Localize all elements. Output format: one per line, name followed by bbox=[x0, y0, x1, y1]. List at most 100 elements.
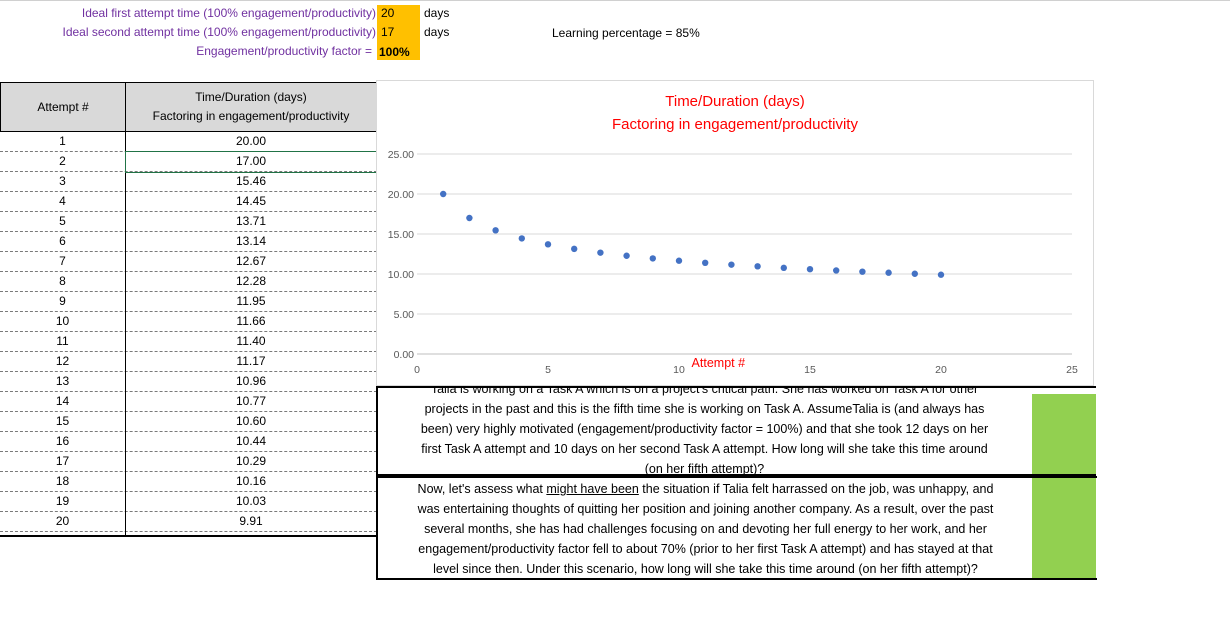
duration-cell[interactable]: 11.40 bbox=[236, 334, 266, 348]
duration-cell[interactable]: 11.17 bbox=[236, 354, 266, 368]
duration-cell[interactable]: 11.95 bbox=[236, 294, 266, 308]
selected-cell[interactable] bbox=[125, 151, 377, 173]
data-point bbox=[728, 261, 735, 268]
table-row: 8 12.28 bbox=[0, 272, 377, 292]
q1-line4: first Task A attempt and 10 days on her … bbox=[421, 442, 988, 456]
attempt-cell[interactable]: 15 bbox=[55, 414, 70, 428]
attempt-cell[interactable]: 3 bbox=[59, 174, 66, 188]
table-row: 2 17.00 bbox=[0, 152, 377, 172]
input-cells-highlight bbox=[377, 5, 420, 60]
duration-cell[interactable]: 10.16 bbox=[235, 474, 267, 488]
table-row: 12 11.17 bbox=[0, 352, 377, 372]
attempt-cell[interactable]: 12 bbox=[55, 354, 70, 368]
second-attempt-value[interactable]: 17 bbox=[381, 25, 395, 39]
attempt-cell[interactable]: 2 bbox=[59, 154, 66, 168]
params-block: Ideal first attempt time (100% engagemen… bbox=[0, 5, 376, 61]
attempt-cell[interactable]: 19 bbox=[55, 494, 70, 508]
q2-line2: was entertaining thoughts of quitting he… bbox=[417, 502, 994, 516]
data-point bbox=[885, 269, 892, 276]
data-point bbox=[571, 245, 578, 253]
factor-label: Engagement/productivity factor = bbox=[196, 44, 372, 58]
attempt-cell[interactable]: 7 bbox=[59, 254, 66, 268]
attempt-cell[interactable]: 4 bbox=[59, 194, 66, 208]
data-point bbox=[440, 190, 447, 198]
q1-line5: (on her fifth attempt)? bbox=[644, 462, 765, 476]
table-row: 4 14.45 bbox=[0, 192, 377, 212]
attempt-cell[interactable]: 1 bbox=[59, 134, 66, 148]
duration-cell[interactable]: 10.03 bbox=[235, 494, 267, 508]
attempt-cell[interactable]: 11 bbox=[56, 334, 69, 348]
attempt-cell[interactable]: 5 bbox=[59, 214, 66, 228]
second-attempt-label: Ideal second attempt time (100% engageme… bbox=[62, 25, 376, 39]
duration-cell[interactable]: 12.28 bbox=[235, 274, 267, 288]
duration-cell[interactable]: 11.66 bbox=[236, 314, 266, 328]
duration-cell[interactable]: 10.96 bbox=[235, 374, 267, 388]
header-duration-line1: Time/Duration (days) bbox=[195, 90, 307, 104]
x-tick-label: 0 bbox=[414, 364, 420, 376]
duration-cell[interactable]: 20.00 bbox=[235, 134, 267, 148]
q1-line1: Talia is working on a Task A which is on… bbox=[430, 386, 979, 396]
table-row: 18 10.16 bbox=[0, 472, 377, 492]
second-attempt-unit: days bbox=[424, 25, 450, 39]
q2-line5: level since then. Under this scenario, h… bbox=[433, 562, 978, 576]
attempt-cell[interactable]: 13 bbox=[55, 374, 70, 388]
first-attempt-label: Ideal first attempt time (100% engagemen… bbox=[81, 6, 376, 20]
data-point bbox=[754, 263, 761, 270]
q2-line4: engagement/productivity factor fell to a… bbox=[418, 542, 993, 556]
y-tick-label: 15.00 bbox=[388, 229, 414, 241]
q1-line2: projects in the past and this is the fif… bbox=[424, 402, 985, 416]
factor-value[interactable]: 100% bbox=[379, 45, 410, 59]
y-tick-label: 25.00 bbox=[388, 149, 414, 161]
duration-cell[interactable]: 10.29 bbox=[235, 454, 267, 468]
table-row: 10 11.66 bbox=[0, 312, 377, 332]
duration-cell[interactable]: 10.60 bbox=[235, 414, 267, 428]
q2-line3: several months, she has had challenges f… bbox=[424, 522, 987, 536]
table-row: 14 10.77 bbox=[0, 392, 377, 412]
table-col-divider bbox=[125, 132, 126, 536]
question-1-text: Talia is working on a Task A which is on… bbox=[377, 386, 1032, 476]
first-attempt-unit: days bbox=[424, 6, 450, 20]
attempt-cell[interactable]: 9 bbox=[59, 294, 66, 308]
attempt-cell[interactable]: 17 bbox=[55, 454, 70, 468]
data-point bbox=[597, 249, 604, 256]
chart-area[interactable]: Time/Duration (days) Factoring in engage… bbox=[376, 80, 1094, 386]
duration-cell[interactable]: 12.67 bbox=[235, 254, 267, 268]
x-tick-label: 20 bbox=[935, 364, 947, 376]
attempt-cell[interactable]: 14 bbox=[55, 394, 70, 408]
duration-cell[interactable]: 13.71 bbox=[235, 214, 267, 228]
table-row: 9 11.95 bbox=[0, 292, 377, 312]
attempt-cell[interactable]: 20 bbox=[55, 514, 70, 528]
question-2-text: Now, let's assess what might have been t… bbox=[378, 479, 1033, 578]
answer-cell-2[interactable] bbox=[1032, 478, 1096, 578]
duration-cell[interactable]: 15.46 bbox=[235, 174, 267, 188]
duration-cell[interactable]: 17.00 bbox=[235, 154, 267, 168]
q2-line1-underlined: might have been bbox=[546, 482, 639, 496]
attempt-cell[interactable]: 8 bbox=[59, 274, 66, 288]
table-row: 20 9.91 bbox=[0, 512, 377, 532]
duration-cell[interactable]: 13.14 bbox=[235, 234, 267, 248]
answer-cell-1[interactable] bbox=[1032, 394, 1096, 474]
scatter-plot: 0.00 5.00 10.00 15.00 20.00 25.00 0 5 10 15 20 25 At… bbox=[388, 149, 1078, 376]
x-tick-label: 25 bbox=[1066, 364, 1078, 376]
header-duration-line2: Factoring in engagement/productivity bbox=[152, 109, 350, 123]
attempt-cell[interactable]: 6 bbox=[59, 234, 66, 248]
duration-cell[interactable]: 10.77 bbox=[235, 394, 267, 408]
attempt-cell[interactable]: 16 bbox=[55, 434, 70, 448]
duration-cell[interactable]: 9.91 bbox=[239, 514, 263, 528]
data-point bbox=[937, 271, 945, 278]
duration-cell[interactable]: 14.45 bbox=[235, 194, 267, 208]
table-row: 5 13.71 bbox=[0, 212, 377, 232]
attempt-cell[interactable]: 18 bbox=[55, 474, 70, 488]
table-row: 15 10.60 bbox=[0, 412, 377, 432]
data-point bbox=[702, 259, 709, 266]
first-attempt-value[interactable]: 20 bbox=[381, 6, 395, 20]
x-axis-label: Attempt # bbox=[692, 356, 746, 370]
duration-cell[interactable]: 10.44 bbox=[235, 434, 267, 448]
y-tick-label: 5.00 bbox=[394, 309, 415, 321]
y-tick-label: 10.00 bbox=[388, 269, 414, 281]
attempt-cell[interactable]: 10 bbox=[55, 314, 70, 328]
table-row: 6 13.14 bbox=[0, 232, 377, 252]
x-tick-label: 15 bbox=[804, 364, 816, 376]
data-point bbox=[806, 266, 814, 273]
data-point bbox=[911, 270, 918, 277]
